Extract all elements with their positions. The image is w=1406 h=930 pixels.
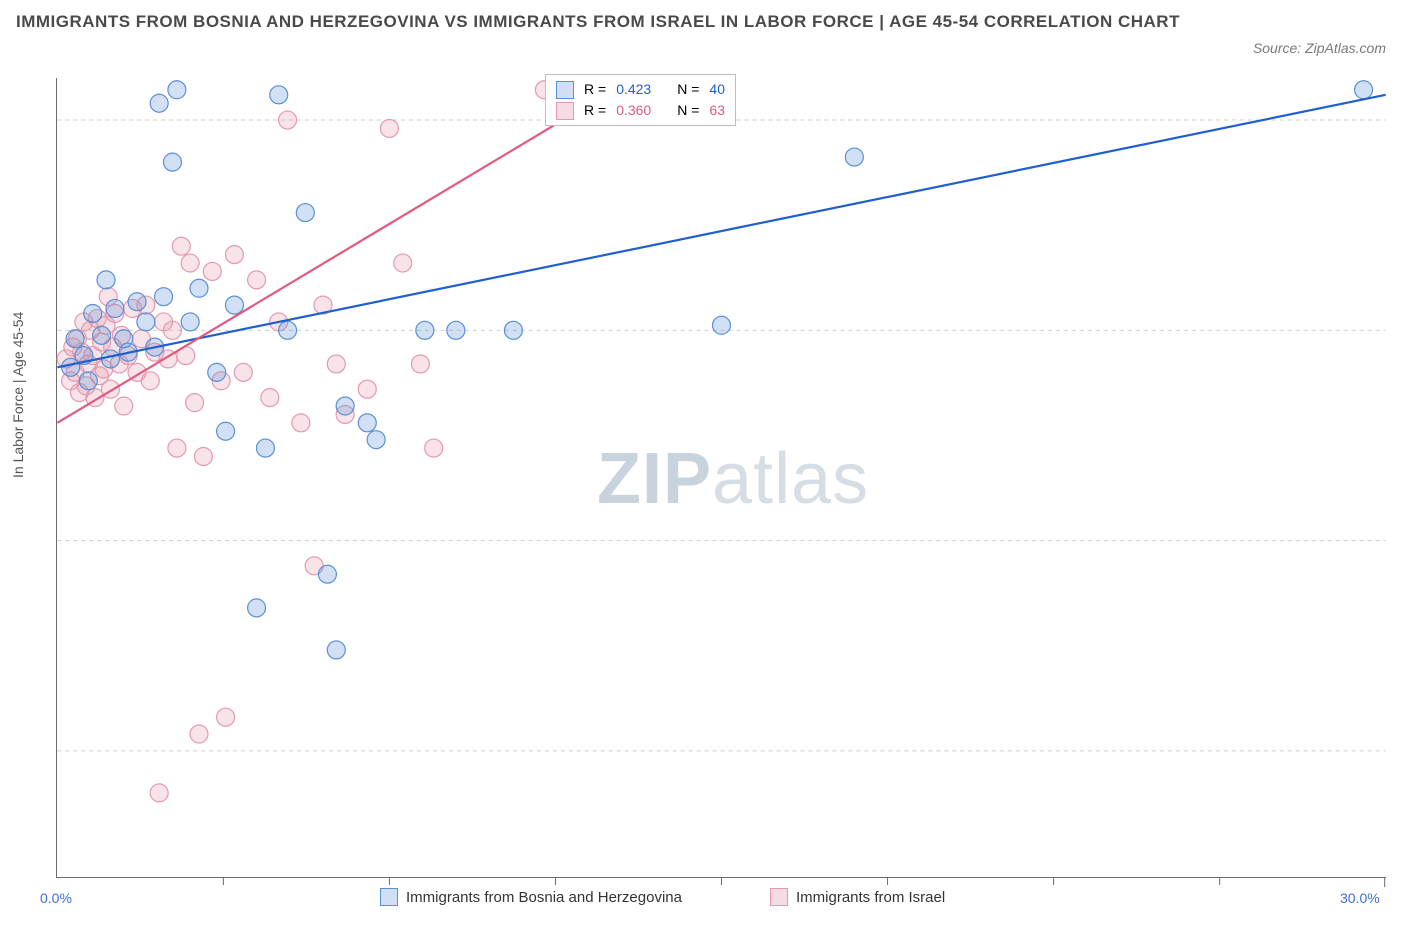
legend-label: Immigrants from Bosnia and Herzegovina	[406, 889, 682, 906]
r-label: R =	[584, 79, 606, 100]
n-value: 63	[709, 100, 725, 121]
swatch-icon	[770, 888, 788, 906]
r-value: 0.360	[616, 100, 651, 121]
n-label: N =	[677, 100, 699, 121]
n-value: 40	[709, 79, 725, 100]
stats-legend-row: R = 0.423 N = 40	[556, 79, 725, 100]
chart-container: IMMIGRANTS FROM BOSNIA AND HERZEGOVINA V…	[0, 0, 1406, 930]
x-axis-max-label: 30.0%	[1340, 890, 1380, 906]
chart-title: IMMIGRANTS FROM BOSNIA AND HERZEGOVINA V…	[16, 8, 1226, 35]
r-label: R =	[584, 100, 606, 121]
y-axis-label: In Labor Force | Age 45-54	[10, 312, 26, 478]
bottom-legend-item: Immigrants from Bosnia and Herzegovina	[380, 888, 682, 906]
n-label: N =	[677, 79, 699, 100]
swatch-icon	[556, 81, 574, 99]
plot-area: ZIPatlas R = 0.423 N = 40 R = 0.360 N = …	[56, 78, 1386, 878]
r-value: 0.423	[616, 79, 651, 100]
legend-label: Immigrants from Israel	[796, 889, 945, 906]
stats-legend-row: R = 0.360 N = 63	[556, 100, 725, 121]
swatch-icon	[556, 102, 574, 120]
x-axis-min-label: 0.0%	[40, 890, 72, 906]
source-label: Source: ZipAtlas.com	[1253, 40, 1386, 56]
stats-legend: R = 0.423 N = 40 R = 0.360 N = 63	[545, 74, 736, 126]
bottom-legend-item: Immigrants from Israel	[770, 888, 945, 906]
swatch-icon	[380, 888, 398, 906]
plot-svg	[57, 78, 1386, 877]
